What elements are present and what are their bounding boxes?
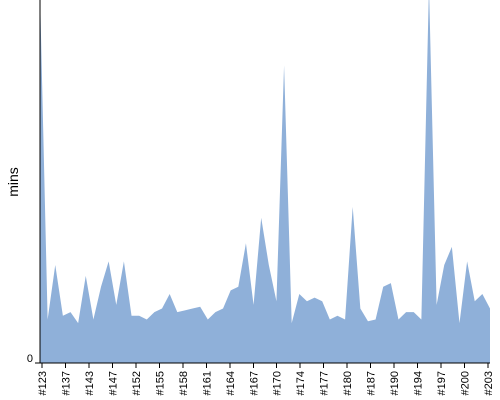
x-tick-label: #177 — [319, 371, 331, 395]
data-point-21 — [198, 305, 202, 309]
data-point-19 — [183, 308, 187, 312]
data-point-18 — [175, 310, 179, 314]
x-axis-ticks: #123 #137 #143 #147 #152 #155 #158 #161 #164 #167… — [37, 363, 495, 395]
data-point-35 — [305, 299, 309, 303]
data-point-26 — [236, 285, 240, 289]
x-tick-label: #137 — [60, 371, 72, 395]
data-point-30 — [267, 263, 271, 267]
data-point-36 — [313, 296, 317, 300]
y-tick-label: 0 — [27, 353, 33, 365]
plot-area — [40, 0, 492, 363]
data-point-8 — [99, 285, 103, 289]
data-point-5 — [76, 321, 80, 325]
data-point-28 — [252, 303, 256, 307]
data-point-11 — [122, 259, 126, 263]
data-point-50 — [419, 317, 423, 321]
x-tick-label: #161 — [201, 371, 213, 395]
data-point-39 — [335, 314, 339, 318]
data-point-20 — [191, 307, 195, 311]
data-point-46 — [389, 281, 393, 285]
x-tick-label: #187 — [366, 371, 378, 395]
data-point-58 — [480, 292, 484, 296]
x-tick-label: #155 — [154, 371, 166, 395]
data-point-2 — [53, 263, 57, 267]
x-tick-label: #170 — [272, 371, 284, 395]
data-point-14 — [145, 317, 149, 321]
x-tick-label: #167 — [248, 371, 260, 395]
data-point-34 — [297, 292, 301, 296]
data-point-32 — [282, 63, 286, 67]
data-point-42 — [358, 307, 362, 311]
data-point-37 — [320, 299, 324, 303]
data-point-6 — [84, 274, 88, 278]
data-point-13 — [137, 314, 141, 318]
data-point-57 — [473, 299, 477, 303]
data-point-25 — [229, 288, 233, 292]
data-point-10 — [114, 303, 118, 307]
data-point-40 — [343, 317, 347, 321]
data-point-59 — [488, 307, 492, 311]
x-tick-label: #123 — [37, 371, 49, 395]
x-tick-label: #143 — [84, 371, 96, 395]
data-point-3 — [61, 314, 65, 318]
data-point-43 — [366, 319, 370, 323]
data-point-41 — [351, 205, 355, 209]
data-point-24 — [221, 307, 225, 311]
data-point-31 — [274, 299, 278, 303]
x-tick-label: #174 — [295, 371, 307, 395]
x-tick-label: #164 — [225, 371, 237, 395]
data-point-47 — [396, 317, 400, 321]
data-point-27 — [244, 241, 248, 245]
data-point-22 — [206, 317, 210, 321]
x-tick-label: #200 — [460, 371, 472, 395]
data-point-53 — [442, 263, 446, 267]
x-tick-label: #152 — [131, 371, 143, 395]
data-point-1 — [46, 317, 50, 321]
x-tick-label: #158 — [178, 371, 190, 395]
data-point-7 — [91, 317, 95, 321]
data-point-38 — [328, 317, 332, 321]
area-series — [40, 0, 490, 363]
data-point-23 — [213, 310, 217, 314]
x-tick-label: #203 — [483, 371, 495, 395]
data-point-16 — [160, 307, 164, 311]
data-point-52 — [435, 303, 439, 307]
data-point-44 — [374, 317, 378, 321]
x-tick-label: #147 — [107, 371, 119, 395]
data-point-54 — [450, 245, 454, 249]
data-point-56 — [465, 259, 469, 263]
x-tick-label: #194 — [413, 371, 425, 395]
data-point-12 — [130, 314, 134, 318]
data-point-4 — [69, 310, 73, 314]
x-tick-label: #190 — [389, 371, 401, 395]
data-point-29 — [259, 216, 263, 220]
data-point-45 — [381, 285, 385, 289]
data-point-48 — [404, 310, 408, 314]
y-axis-ticks: 0 — [27, 353, 40, 365]
data-point-33 — [290, 321, 294, 325]
x-tick-label: #180 — [342, 371, 354, 395]
data-point-9 — [107, 259, 111, 263]
x-tick-label: #197 — [436, 371, 448, 395]
data-point-55 — [457, 321, 461, 325]
axes: mins — [5, 0, 490, 364]
y-axis-label: mins — [5, 167, 21, 197]
data-point-15 — [152, 310, 156, 314]
data-point-17 — [168, 292, 172, 296]
data-point-49 — [412, 310, 416, 314]
